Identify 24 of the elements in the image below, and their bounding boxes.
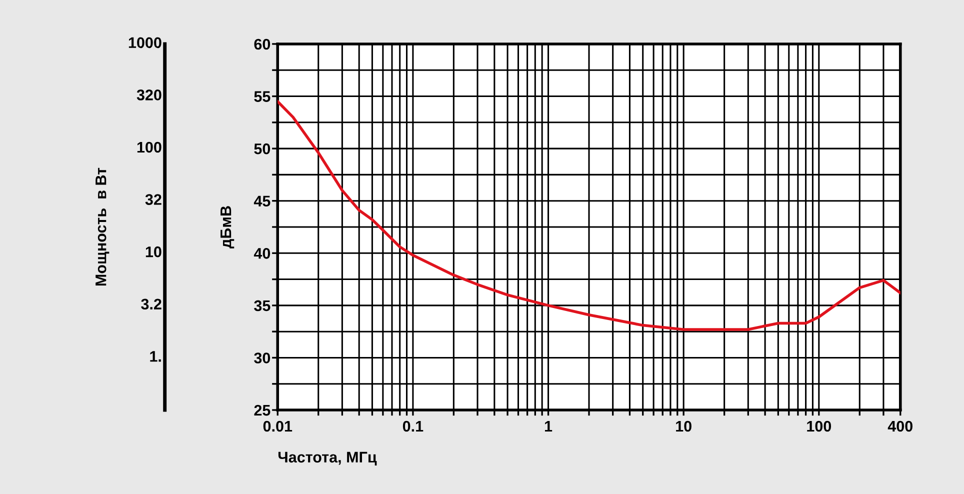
x-tick-label: 10 bbox=[676, 420, 692, 432]
y-tick-label: 60 bbox=[254, 38, 270, 50]
x-tick-label: 1 bbox=[544, 421, 552, 432]
y-tick-label: 30 bbox=[254, 352, 270, 364]
text: Мощность в Вт bbox=[96, 168, 110, 286]
y-tick-label: 40 bbox=[254, 248, 270, 259]
x-tick-label: 0.01 bbox=[263, 420, 292, 432]
text: 320 bbox=[136, 90, 162, 100]
text: 1. bbox=[150, 351, 161, 362]
text: 1000 bbox=[128, 37, 162, 48]
y-tick-label: 35 bbox=[254, 300, 270, 312]
text: 10 bbox=[146, 246, 162, 258]
text: 3.2 bbox=[141, 298, 162, 310]
y-tick-label: 25 bbox=[254, 404, 270, 416]
y-tick-label: 45 bbox=[254, 196, 270, 207]
y-tick-label: 50 bbox=[254, 143, 270, 154]
x-tick-label: 0.1 bbox=[402, 420, 424, 432]
x-tick-label: 100 bbox=[807, 420, 832, 432]
x-tick-label: 400 bbox=[888, 420, 912, 432]
text: 100 bbox=[137, 142, 162, 153]
y-axis-title: дБмВ bbox=[220, 206, 234, 248]
y-tick-label: 55 bbox=[254, 91, 270, 102]
x-axis-title: Частота, МГц bbox=[278, 452, 377, 466]
text: 32 bbox=[145, 194, 162, 205]
